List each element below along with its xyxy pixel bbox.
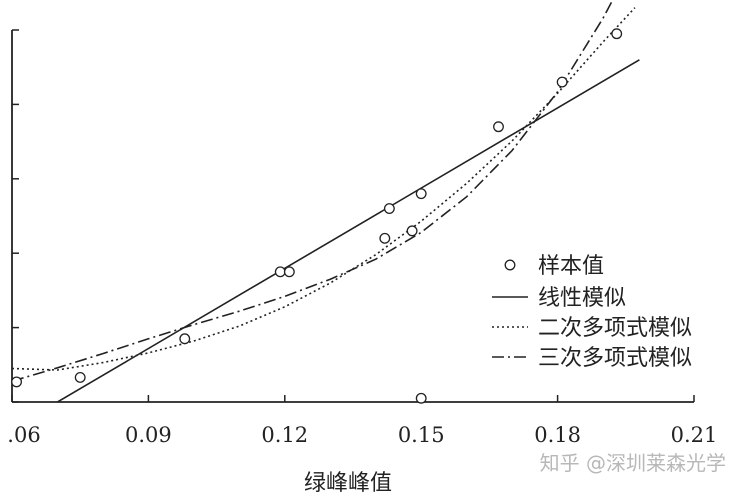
- x-axis-title: 绿峰峰值: [304, 471, 392, 496]
- sample-point: [415, 392, 427, 404]
- legend-label: 二次多项式模似: [538, 316, 692, 341]
- sample-points: [11, 28, 623, 404]
- legend-label: 样本值: [538, 254, 604, 279]
- legend-label: 线性模似: [538, 286, 626, 311]
- x-tick-label: 0.18: [534, 423, 581, 447]
- x-tick-label: 0.09: [125, 423, 172, 447]
- legend-label: 三次多项式模似: [538, 346, 692, 371]
- sample-point: [379, 232, 391, 244]
- sample-point: [383, 203, 395, 215]
- series-line-dashdot: [12, 0, 614, 382]
- sample-point: [274, 266, 286, 278]
- sample-point: [179, 333, 191, 345]
- x-tick-label: 0.12: [261, 423, 308, 447]
- watermark-text: 知乎 @深圳莱森光学: [540, 451, 726, 475]
- series-layer: [12, 0, 640, 402]
- y-axis-ticks: [12, 29, 19, 403]
- series-line-solid: [57, 59, 640, 402]
- plot-area: [11, 0, 640, 404]
- sample-point: [611, 28, 623, 40]
- x-tick-label: 0.21: [671, 423, 718, 447]
- x-axis-ticks: .06 0.09 0.12 0.15 0.18 0.21: [7, 395, 717, 447]
- sample-point: [493, 121, 504, 133]
- legend-marker-samples: [504, 259, 516, 271]
- sample-point: [11, 376, 22, 388]
- sample-point: [406, 225, 418, 237]
- sample-point: [415, 188, 427, 200]
- sample-point: [283, 266, 295, 278]
- chart-axes: [11, 30, 694, 403]
- x-tick-label: 0.15: [398, 423, 445, 447]
- watermark: 知乎 @深圳莱森光学: [540, 451, 726, 475]
- x-tick-label: .06: [7, 423, 40, 447]
- sample-point: [74, 371, 86, 383]
- sample-point: [556, 76, 568, 88]
